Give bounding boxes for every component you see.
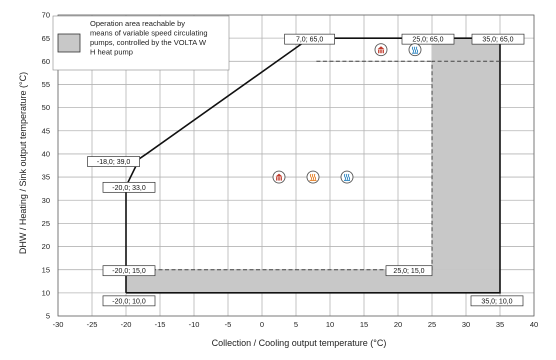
x-tick-label: -15 [155,320,166,329]
point-annotation: 35,0; 10,0 [470,295,524,307]
heating-radiator-icon [374,43,388,57]
icon-wave [411,46,415,54]
dhw-icon [340,170,354,184]
icon-wave [309,173,313,181]
annotation-label: -18,0; 39,0 [97,159,131,166]
x-tick-label: -25 [87,320,98,329]
x-tick-label: 25 [428,320,436,329]
x-tick-label: 20 [394,320,402,329]
legend-text-line: H heat pump [90,48,133,57]
application-icons [272,43,422,184]
y-axis-label: DHW / Heating / Sink output temperature … [18,72,28,254]
x-tick-label: 40 [530,320,538,329]
annotation-label: 25,0; 65,0 [412,37,443,44]
y-tick-label: 35 [42,173,50,182]
y-tick-label: 50 [42,103,50,112]
annotation-label: 35,0; 65,0 [482,37,513,44]
annotation-label: -20,0; 33,0 [112,185,146,192]
point-annotation: -20,0; 33,0 [102,181,156,193]
point-annotations: 7,0; 65,0 25,0; 65,0 35,0; 65,0 -18,0; 39,0… [87,33,525,307]
icon-wave [415,46,419,54]
annotation-box [102,295,156,307]
x-tick-label: 10 [326,320,334,329]
floor-heating-icon [306,170,320,184]
x-tick-label: 0 [260,320,264,329]
annotation-box [471,33,525,45]
point-annotation: -18,0; 39,0 [87,156,140,167]
icon-roof [275,173,283,177]
x-tick-label: 15 [360,320,368,329]
heating-radiator-icon [272,170,286,184]
x-tick-label: 5 [294,320,298,329]
y-tick-label: 25 [42,219,50,228]
y-tick-label: 45 [42,126,50,135]
legend-box [52,15,230,71]
point-annotation: 25,0; 15,0 [385,265,433,277]
legend-swatch [57,33,81,53]
y-tick-label: 5 [46,312,50,321]
envelope-line [125,37,501,294]
dhw-icon [408,43,422,57]
annotation-box [87,156,140,167]
plot-frame [57,14,535,317]
x-tick-label: -20 [121,320,132,329]
annotation-box [401,33,455,45]
icon-wave [345,173,349,181]
point-annotation: -20,0; 15,0 [102,265,156,277]
y-tick-label: 70 [42,11,50,20]
icon-ring [374,43,388,57]
annotation-label: 7,0; 65,0 [296,37,323,44]
annotation-box [470,295,524,307]
x-tick-label: -10 [189,320,200,329]
icon-wave [347,173,351,181]
axes [57,14,535,317]
icon-roof [377,46,385,50]
x-tick-label: 30 [462,320,470,329]
legend-text-line: Operation area reachable by [90,19,185,28]
y-tick-label: 40 [42,150,50,159]
y-tick-label: 20 [42,242,50,251]
annotation-box [385,265,433,277]
tick-labels: -30 -25 -20 -15 -10 -5 0 5 10 15 20 25 30 35 40 5 10 15 20… [42,11,539,329]
point-annotation: -20,0; 10,0 [102,295,156,307]
point-annotation: 7,0; 65,0 [284,33,335,45]
x-tick-label: -30 [53,320,64,329]
icon-wave [343,173,347,181]
point-annotation: 35,0; 65,0 [471,33,525,45]
envelope-series [125,37,501,294]
y-tick-label: 15 [42,265,50,274]
icon-wave [311,173,315,181]
x-tick-label: -5 [225,320,232,329]
icon-wave [313,173,317,181]
annotation-label: -20,0; 10,0 [112,298,146,305]
y-tick-label: 55 [42,80,50,89]
shaded-region [432,38,500,270]
shaded-region [126,269,500,293]
dashed-limit-line [126,60,500,271]
point-annotation: 25,0; 65,0 [401,33,455,45]
annotation-label: -20,0; 15,0 [112,268,146,275]
icon-wave [413,46,417,54]
y-tick-label: 10 [42,288,50,297]
x-tick-label: 35 [496,320,504,329]
annotation-label: 35,0; 10,0 [481,298,512,305]
y-tick-label: 30 [42,196,50,205]
legend-text-line: pumps, controlled by the VOLTA W [90,38,207,47]
annotation-box [102,265,156,277]
legend-text-line: means of variable speed circulating [90,29,208,38]
annotation-box [284,33,335,45]
x-axis-label: Collection / Cooling output temperature … [212,338,387,348]
annotation-label: 25,0; 15,0 [393,268,424,275]
icon-ring [272,170,286,184]
y-tick-label: 60 [42,57,50,66]
shaded-operation-area [126,38,500,293]
y-tick-label: 65 [42,34,50,43]
annotation-box [102,181,156,193]
